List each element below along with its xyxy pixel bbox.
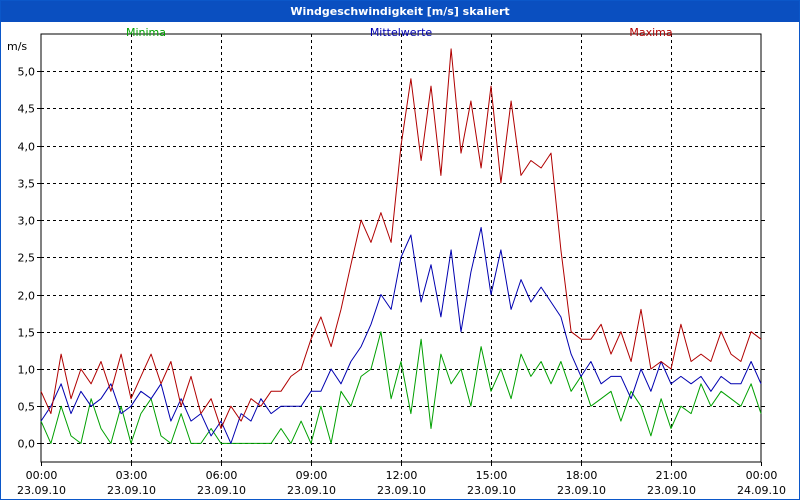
series-line-maxima [40,48,762,429]
plot-border [40,33,762,463]
x-tick-date: 23.09.10 [557,484,606,497]
x-tick-time: 15:00 [476,469,508,482]
x-tick-time: 06:00 [206,469,238,482]
x-tick-date: 23.09.10 [467,484,516,497]
series-lines [40,48,762,444]
y-tick-label: 4,5 [18,103,36,116]
x-tick-time: 00:00 [26,469,58,482]
chart-title: Windgeschwindigkeit [m/s] skaliert [1,1,799,22]
y-tick-label: 0,5 [18,401,36,414]
x-tick-date: 23.09.10 [287,484,336,497]
y-tick-label: 4,0 [18,141,36,154]
y-tick-label: 1,5 [18,327,36,340]
y-tick-label: 1,0 [18,364,36,377]
y-tick-label: 2,0 [18,290,36,303]
x-tick-date: 23.09.10 [17,484,66,497]
y-tick-label: 3,0 [18,215,36,228]
series-line-minima [40,331,762,444]
y-tick-label: 5,0 [18,66,36,79]
x-tick-time: 09:00 [296,469,328,482]
x-tick-time: 00:00 [746,469,778,482]
x-tick-date: 24.09.10 [737,484,786,497]
legend-mittelwerte: Mittelwerte [370,26,433,39]
legend: Minima Mittelwerte Maxima [126,26,673,39]
y-axis-label: m/s [7,40,27,53]
wind-speed-chart: 0,0 0,5 1,0 1,5 2,0 2,5 3,0 3,5 4,0 4,5 5,0 m/s 00:0… [7,26,786,497]
grid [41,34,761,462]
y-tick-label: 0,0 [18,438,36,451]
y-tick-label: 3,5 [18,178,36,191]
x-tick-date: 23.09.10 [197,484,246,497]
y-tick-label: 2,5 [18,252,36,265]
x-tick-date: 23.09.10 [377,484,426,497]
x-tick-time: 12:00 [386,469,418,482]
legend-maxima: Maxima [629,26,672,39]
x-tick-time: 03:00 [116,469,148,482]
x-tick-time: 21:00 [656,469,688,482]
x-tick-date: 23.09.10 [107,484,156,497]
x-tick-time: 18:00 [566,469,598,482]
legend-minima: Minima [126,26,166,39]
axes: 0,0 0,5 1,0 1,5 2,0 2,5 3,0 3,5 4,0 4,5 5,0 m/s 00:0… [7,33,786,497]
x-tick-date: 23.09.10 [647,484,696,497]
